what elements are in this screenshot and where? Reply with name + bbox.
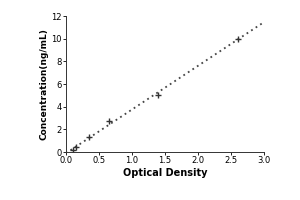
Y-axis label: Concentration(ng/mL): Concentration(ng/mL) [40, 28, 49, 140]
X-axis label: Optical Density: Optical Density [123, 168, 207, 178]
